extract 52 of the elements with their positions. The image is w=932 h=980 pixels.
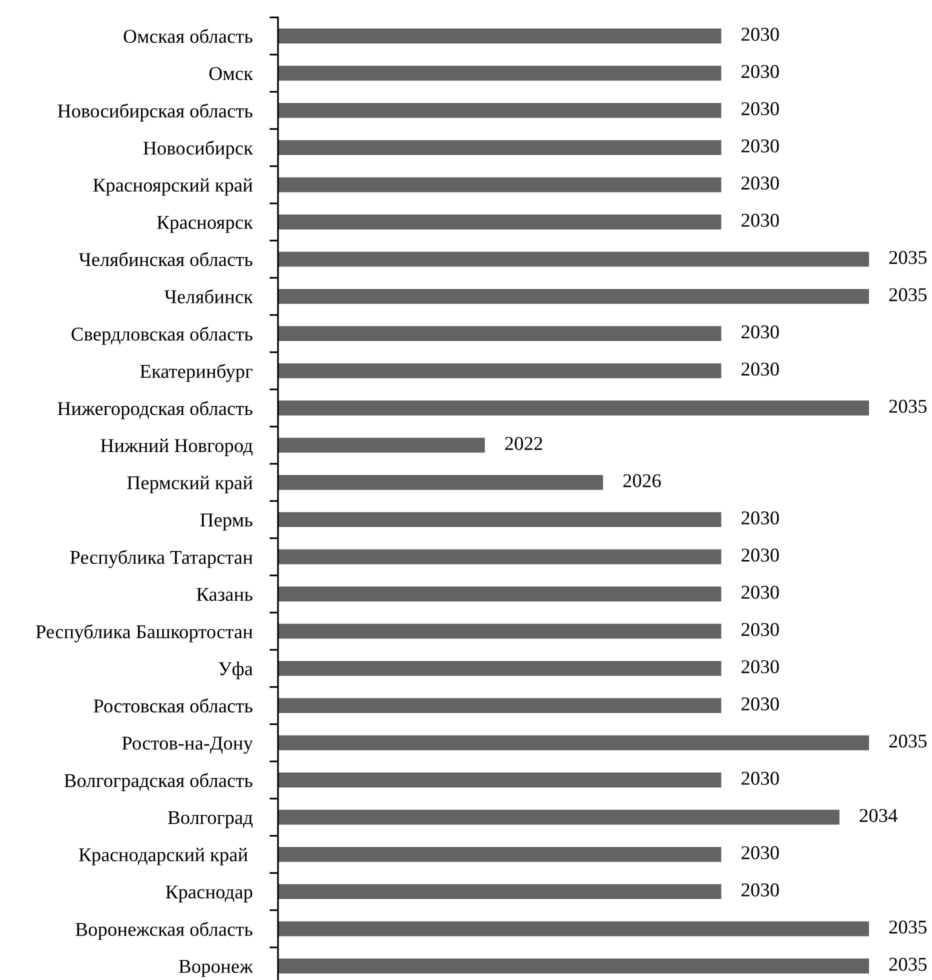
data-label: 2034 (860, 808, 898, 822)
data-label: 2030 (742, 139, 779, 152)
data-label: 2030 (742, 772, 779, 785)
data-label: 2026 (623, 474, 661, 488)
data-label: 2030 (742, 102, 779, 116)
y-tick-label: Красноярск (157, 216, 254, 233)
data-label: 2035 (889, 400, 927, 413)
y-tick-label: Волгоград (168, 811, 253, 828)
y-tick-label: Краснодар (166, 886, 252, 902)
y-tick-label: Воронежская область (76, 922, 252, 940)
y-tick-label: Пермский край (127, 476, 253, 494)
data-label: 2030 (742, 176, 779, 190)
y-tick-label: Челябинская область (78, 252, 252, 266)
data-label: 2030 (742, 660, 779, 674)
y-tick-label: Пермь (200, 514, 252, 530)
data-label: 2030 (742, 846, 779, 860)
data-label: 2035 (889, 734, 927, 748)
data-label: 2035 (889, 920, 927, 934)
data-label: 2030 (742, 64, 779, 78)
y-tick-label: Красноярский край (93, 178, 253, 196)
y-tick-label: Краснодарский край (78, 848, 248, 866)
data-label: 2035 (889, 250, 927, 264)
y-tick-label: Челябинск (164, 289, 254, 304)
y-tick-label: Ростовская область (94, 698, 252, 713)
data-label: 2030 (742, 622, 779, 636)
data-label: 2030 (742, 214, 779, 227)
y-tick-label: Нижегородская область (58, 401, 252, 420)
data-label: 2030 (742, 325, 779, 338)
data-label: 2030 (742, 362, 779, 376)
data-label: 2030 (742, 511, 779, 524)
y-tick-label: Воронеж (178, 960, 254, 977)
data-label: 2022 (505, 436, 542, 450)
y-tick-label: Ростов-на-Дону (122, 736, 253, 754)
data-label: 2030 (742, 548, 779, 562)
y-tick-label: Республика Татарстан (70, 550, 253, 568)
y-tick-label: Волгоградская область (64, 773, 252, 792)
data-label: 2030 (742, 883, 779, 896)
data-label: 2035 (889, 958, 927, 971)
y-tick-label: Уфа (218, 662, 253, 680)
data-label: 2030 (742, 28, 779, 41)
y-tick-label: Новосибирская область (58, 103, 252, 122)
data-label: 2035 (889, 288, 927, 302)
data-label: 2030 (742, 697, 779, 710)
y-tick-label: Свердловская область (72, 326, 252, 345)
y-tick-label: Омская область (124, 28, 252, 43)
y-tick-label: Казань (196, 588, 252, 601)
y-tick-label: Омск (209, 67, 254, 80)
y-tick-label: Республика Башкортостан (36, 624, 253, 642)
data-label: 2030 (742, 586, 779, 599)
y-tick-label: Новосибирск (143, 140, 254, 159)
y-tick-label: Екатеринбург (140, 364, 252, 382)
y-tick-label: Нижний Новгород (100, 438, 253, 456)
